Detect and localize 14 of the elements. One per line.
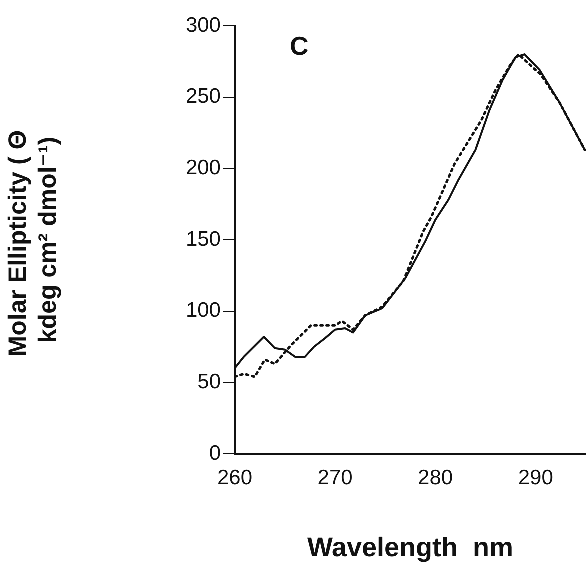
x-axis-title: Wavelength nm [307,532,514,562]
y-axis-title: Molar Ellipticity ( Θ kdeg cm² dmol⁻¹) [4,123,62,357]
x-tick-label: 280 [418,466,454,490]
y-tick-label: 300 [186,14,221,37]
x-tick-label: 260 [217,466,253,490]
x-tick-label: 290 [518,466,554,490]
y-tick-label: 200 [186,156,221,180]
y-tick-label: 100 [186,299,221,322]
y-tick-label: 0 [209,442,221,465]
y-tick-label: 150 [186,228,221,251]
y-tick-label: 250 [186,85,221,108]
annotation: C [290,31,309,62]
x-tick-label: 270 [318,466,353,490]
y-tick-label: 50 [198,370,221,394]
